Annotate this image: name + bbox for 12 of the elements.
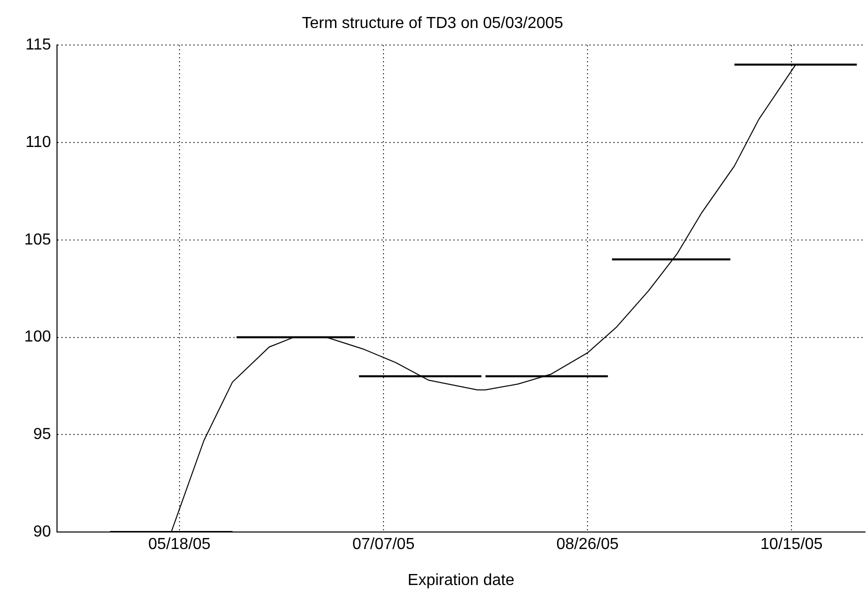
y-tick-label: 115 bbox=[25, 36, 52, 54]
x-tick-label: 07/07/05 bbox=[352, 536, 415, 554]
x-tick-label: 10/15/05 bbox=[760, 536, 823, 554]
x-tick-label: 08/26/05 bbox=[556, 536, 619, 554]
x-axis-title: Expiration date bbox=[408, 572, 514, 589]
y-tick-label: 105 bbox=[24, 231, 52, 248]
y-tick-label: 100 bbox=[24, 328, 52, 346]
y-tick-label: 95 bbox=[33, 426, 52, 444]
y-tick-label: 110 bbox=[25, 134, 52, 151]
x-tick-label: 05/18/05 bbox=[148, 536, 211, 554]
y-tick-label: 90 bbox=[33, 523, 52, 540]
chart-title: Term structure of TD3 on 05/03/2005 bbox=[302, 15, 564, 32]
